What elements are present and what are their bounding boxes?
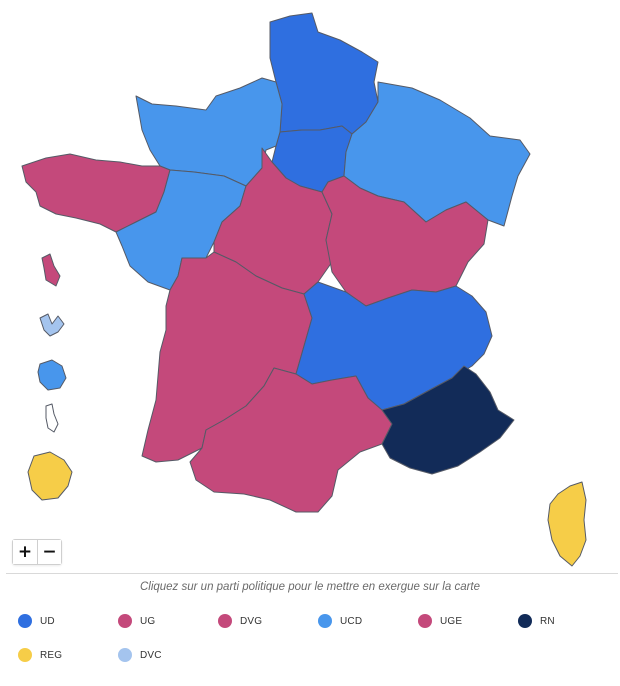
region-hauts-de-france[interactable] [269, 12, 379, 135]
legend-item-ud[interactable]: UD [18, 612, 55, 630]
france-map [21, 12, 587, 567]
zoom-out-button[interactable]: − [37, 540, 61, 564]
zoom-in-button[interactable]: + [13, 540, 37, 564]
region-guadeloupe[interactable] [39, 313, 65, 337]
legend-dot-dvg [218, 614, 232, 628]
region-corse[interactable] [547, 481, 587, 567]
region-mayotte[interactable] [45, 403, 59, 433]
legend-hint: Cliquez sur un parti politique pour le m… [139, 581, 481, 593]
legend-dot-rn [518, 614, 532, 628]
region-bourgogne-franche-comte[interactable] [321, 175, 489, 307]
legend-item-ucd[interactable]: UCD [318, 612, 362, 630]
legend-dot-ud [18, 614, 32, 628]
legend-label-ucd: UCD [340, 615, 363, 627]
legend-dot-ug [118, 614, 132, 628]
legend-item-ug[interactable]: UG [118, 612, 155, 630]
legend-label-dvc: DVC [140, 649, 162, 661]
legend-dot-ucd [318, 614, 332, 628]
region-la-reunion[interactable] [37, 359, 67, 391]
zoom-controls: + − [12, 539, 62, 565]
legend-label-dvg: DVG [240, 615, 263, 627]
legend-item-reg[interactable]: REG [18, 646, 62, 664]
legend-label-reg: REG [40, 649, 63, 661]
legend-dot-uge [418, 614, 432, 628]
legend-label-rn: RN [540, 615, 555, 627]
legend-item-rn[interactable]: RN [518, 612, 555, 630]
region-provence-alpes-cote-d-azur[interactable] [381, 365, 515, 475]
region-martinique[interactable] [41, 253, 61, 287]
legend-dot-reg [18, 648, 32, 662]
legend-dot-dvc [118, 648, 132, 662]
legend-label-ug: UG [140, 615, 156, 627]
region-guyane[interactable] [27, 451, 73, 501]
legend-item-dvc[interactable]: DVC [118, 646, 162, 664]
legend-item-uge[interactable]: UGE [418, 612, 462, 630]
legend-item-dvg[interactable]: DVG [218, 612, 262, 630]
legend-label-uge: UGE [440, 615, 463, 627]
divider [6, 573, 618, 574]
legend-label-ud: UD [40, 615, 55, 627]
